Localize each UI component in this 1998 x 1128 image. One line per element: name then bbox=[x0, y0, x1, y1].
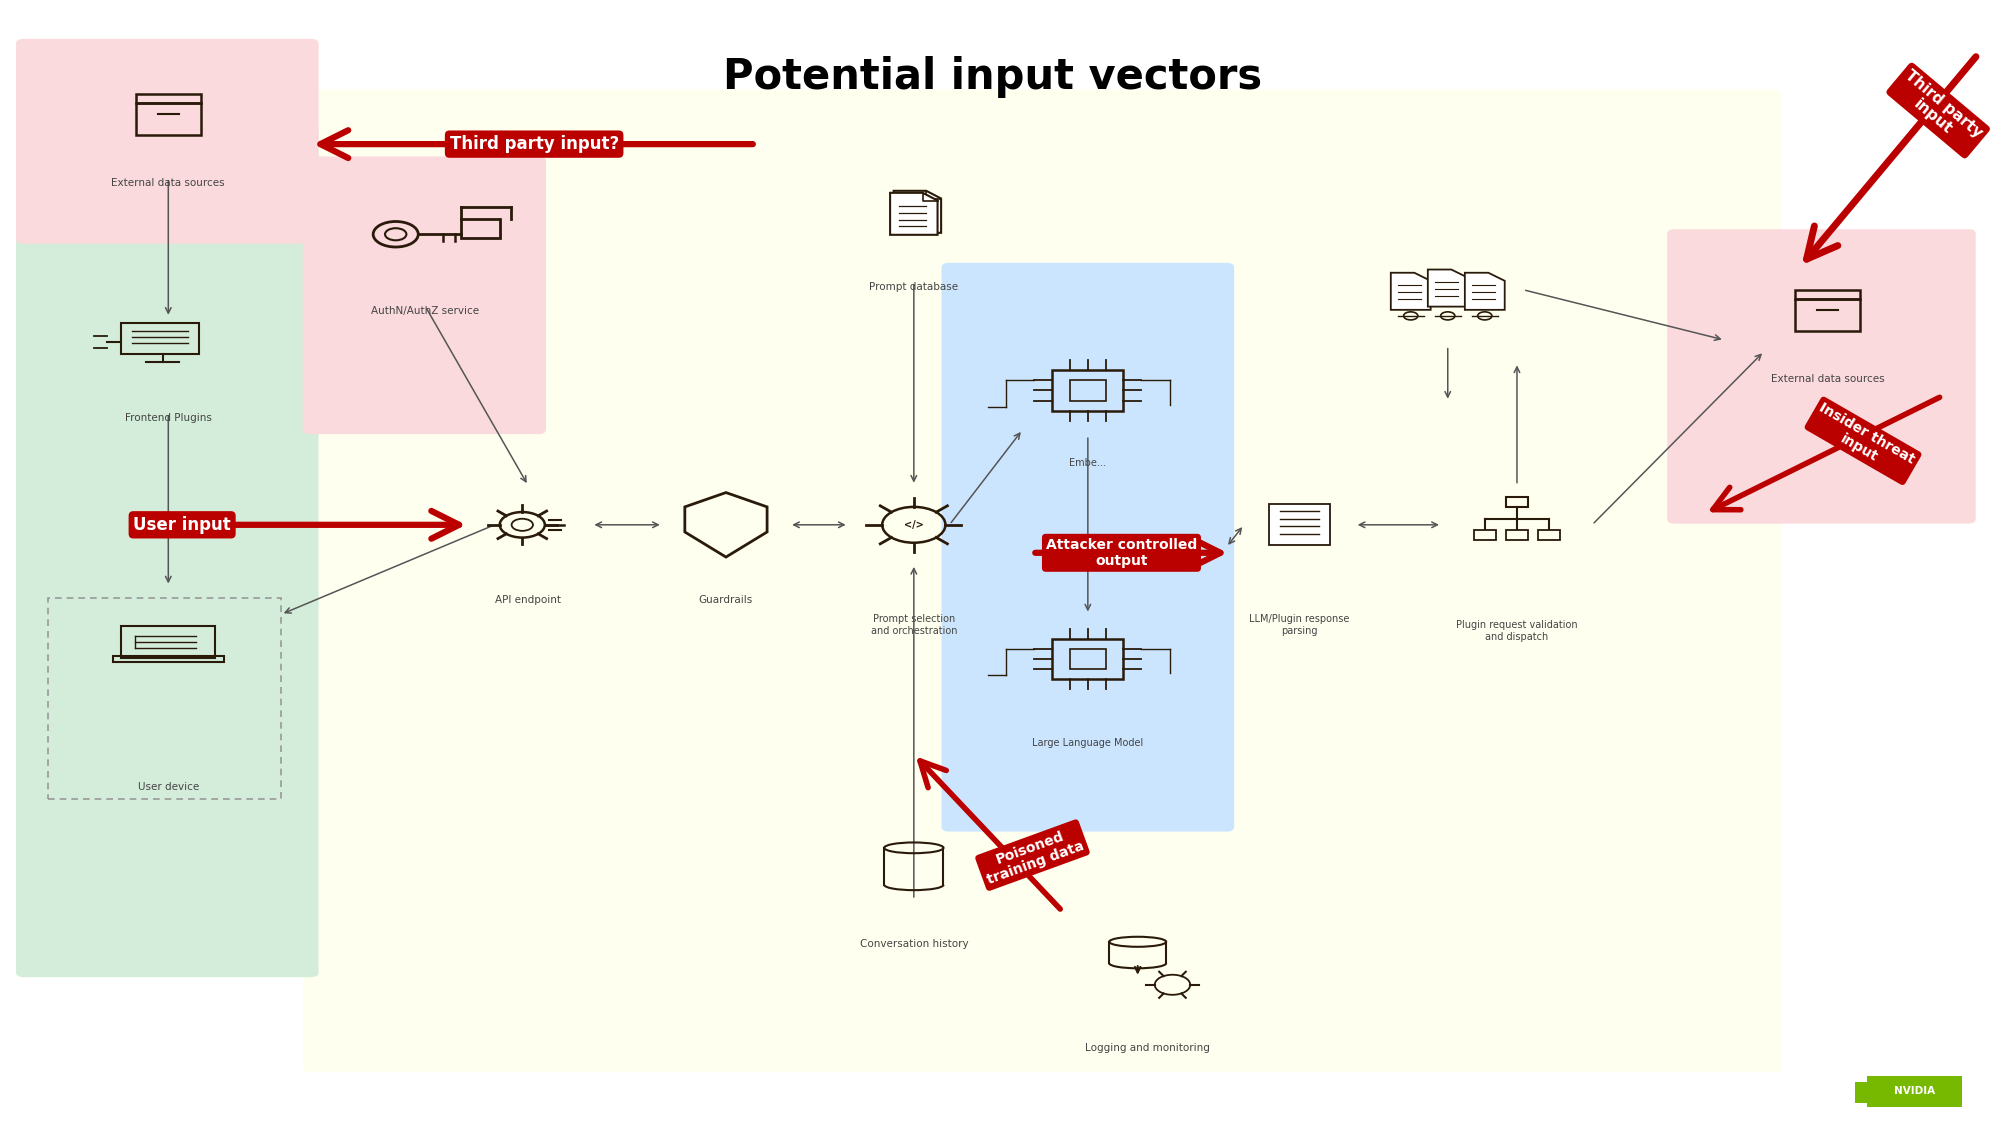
Text: User input: User input bbox=[134, 515, 232, 534]
Text: Insider threat
input: Insider threat input bbox=[1808, 400, 1916, 481]
Bar bbox=[1538, 530, 1558, 540]
Text: Embe...: Embe... bbox=[1069, 458, 1105, 468]
Text: AuthN/AuthZ service: AuthN/AuthZ service bbox=[372, 307, 480, 317]
Text: Plugin request validation
and dispatch: Plugin request validation and dispatch bbox=[1455, 620, 1576, 642]
Bar bbox=[1269, 504, 1329, 545]
Bar bbox=[1866, 1076, 1960, 1107]
Text: Prompt database: Prompt database bbox=[869, 282, 957, 292]
Text: Conversation history: Conversation history bbox=[859, 940, 967, 949]
Polygon shape bbox=[893, 191, 941, 232]
Text: User device: User device bbox=[138, 783, 200, 792]
FancyBboxPatch shape bbox=[941, 263, 1233, 831]
Polygon shape bbox=[1391, 273, 1431, 310]
Bar bbox=[1051, 370, 1123, 411]
Text: Prompt selection
and orchestration: Prompt selection and orchestration bbox=[871, 615, 957, 636]
FancyBboxPatch shape bbox=[16, 123, 318, 977]
Bar bbox=[122, 626, 216, 658]
Text: </>: </> bbox=[903, 520, 923, 530]
Text: External data sources: External data sources bbox=[1770, 373, 1884, 384]
Bar bbox=[48, 598, 282, 799]
Bar bbox=[1506, 530, 1526, 540]
Text: External data sources: External data sources bbox=[112, 178, 226, 187]
FancyBboxPatch shape bbox=[1666, 229, 1974, 523]
Bar bbox=[1794, 290, 1858, 299]
Bar bbox=[1794, 299, 1858, 331]
Polygon shape bbox=[1427, 270, 1467, 307]
Text: Frontend Plugins: Frontend Plugins bbox=[124, 413, 212, 423]
Bar bbox=[1506, 496, 1526, 506]
Text: Logging and monitoring: Logging and monitoring bbox=[1085, 1043, 1209, 1054]
Text: NVIDIA: NVIDIA bbox=[1892, 1086, 1934, 1096]
Bar bbox=[112, 656, 224, 662]
Text: Third party
input: Third party input bbox=[1890, 68, 1984, 153]
Text: Third party input?: Third party input? bbox=[450, 135, 619, 153]
FancyBboxPatch shape bbox=[302, 89, 1780, 1073]
Text: Attacker controlled
output: Attacker controlled output bbox=[1045, 538, 1197, 567]
Polygon shape bbox=[1465, 273, 1504, 310]
Text: Potential input vectors: Potential input vectors bbox=[723, 56, 1263, 98]
Bar bbox=[1069, 380, 1105, 400]
Text: Guardrails: Guardrails bbox=[699, 596, 753, 606]
FancyBboxPatch shape bbox=[16, 38, 318, 244]
Bar bbox=[1854, 1083, 1868, 1102]
Bar bbox=[136, 103, 202, 134]
Bar bbox=[136, 94, 202, 103]
Bar bbox=[1473, 530, 1495, 540]
FancyBboxPatch shape bbox=[302, 157, 545, 434]
Text: LLM/Plugin response
parsing: LLM/Plugin response parsing bbox=[1249, 615, 1349, 636]
Bar bbox=[1069, 649, 1105, 669]
Text: Poisoned
training data: Poisoned training data bbox=[979, 823, 1085, 887]
Text: API endpoint: API endpoint bbox=[496, 596, 561, 606]
Polygon shape bbox=[889, 193, 937, 235]
Bar bbox=[1051, 640, 1123, 679]
Bar bbox=[122, 323, 198, 354]
Bar bbox=[462, 219, 500, 238]
Text: Large Language Model: Large Language Model bbox=[1031, 738, 1143, 748]
